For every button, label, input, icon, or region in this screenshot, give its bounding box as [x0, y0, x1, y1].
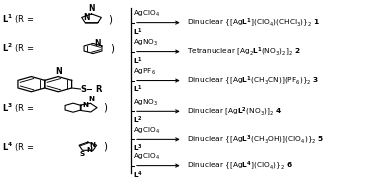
Text: N: N — [55, 67, 62, 76]
Text: AgNO$_3$: AgNO$_3$ — [133, 98, 158, 108]
Text: $\mathbf{L^1}$: $\mathbf{L^1}$ — [133, 55, 143, 66]
Text: $\mathbf{L^2}$: $\mathbf{L^2}$ — [133, 115, 142, 126]
Text: N: N — [82, 102, 88, 108]
Text: AgPF$_6$: AgPF$_6$ — [133, 67, 156, 77]
Text: AgClO$_4$: AgClO$_4$ — [133, 126, 160, 136]
Text: R: R — [95, 85, 101, 94]
Text: Dinuclear {[Ag$\mathbf{L^1}$(CH$_3$CN)](PF$_6$)}$_2$ $\mathbf{3}$: Dinuclear {[Ag$\mathbf{L^1}$(CH$_3$CN)](… — [187, 74, 320, 87]
Text: ): ) — [108, 14, 113, 24]
Text: S: S — [81, 85, 87, 94]
Text: $\mathbf{L^2}$ (R =: $\mathbf{L^2}$ (R = — [2, 41, 34, 55]
Text: $\mathbf{L^4}$: $\mathbf{L^4}$ — [133, 169, 143, 180]
Text: ): ) — [104, 103, 108, 113]
Text: Dinuclear [Ag$\mathbf{L^2}$(NO$_3$)]$_2$ $\mathbf{4}$: Dinuclear [Ag$\mathbf{L^2}$(NO$_3$)]$_2$… — [187, 105, 283, 118]
Text: Dinuclear {[Ag$\mathbf{L^1}$](ClO$_4$)(CHCl$_3$)}$_2$ $\mathbf{1}$: Dinuclear {[Ag$\mathbf{L^1}$](ClO$_4$)(C… — [187, 16, 321, 29]
Text: N: N — [83, 13, 90, 22]
Text: AgClO$_4$: AgClO$_4$ — [133, 152, 160, 162]
Text: N: N — [88, 4, 95, 13]
Text: ): ) — [110, 43, 114, 54]
Text: Tetranuclear [Ag$_2$$\mathbf{L^1}$(NO$_3$)$_2$]$_2$ $\mathbf{2}$: Tetranuclear [Ag$_2$$\mathbf{L^1}$(NO$_3… — [187, 45, 301, 58]
Text: ): ) — [104, 142, 108, 152]
Text: $\mathbf{L^3}$: $\mathbf{L^3}$ — [133, 143, 142, 154]
Text: $\mathbf{L^1}$ (R =: $\mathbf{L^1}$ (R = — [2, 12, 34, 26]
Text: $\mathbf{L^4}$ (R =: $\mathbf{L^4}$ (R = — [2, 141, 34, 154]
Text: N: N — [90, 142, 96, 148]
Text: Dinuclear {[Ag$\mathbf{L^4}$](ClO$_4$)}$_2$ $\mathbf{6}$: Dinuclear {[Ag$\mathbf{L^4}$](ClO$_4$)}$… — [187, 159, 293, 172]
Text: N: N — [94, 39, 101, 48]
Text: N: N — [86, 147, 92, 153]
Text: N: N — [88, 96, 94, 102]
Text: S: S — [80, 151, 85, 157]
Text: AgNO$_3$: AgNO$_3$ — [133, 38, 158, 48]
Text: AgClO$_4$: AgClO$_4$ — [133, 9, 160, 19]
Text: Dinuclear {[Ag$\mathbf{L^3}$(CH$_3$OH)](ClO$_4$)}$_2$ $\mathbf{5}$: Dinuclear {[Ag$\mathbf{L^3}$(CH$_3$OH)](… — [187, 133, 325, 146]
Text: $\mathbf{L^1}$: $\mathbf{L^1}$ — [133, 26, 143, 37]
Text: $\mathbf{L^3}$ (R =: $\mathbf{L^3}$ (R = — [2, 102, 34, 115]
Text: $\mathbf{L^1}$: $\mathbf{L^1}$ — [133, 84, 143, 95]
